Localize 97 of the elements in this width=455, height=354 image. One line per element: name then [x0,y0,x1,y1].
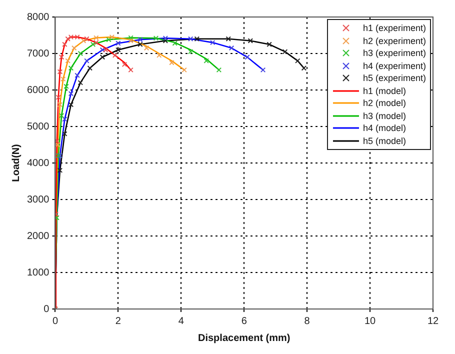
point [144,45,150,51]
point [57,168,63,173]
point [295,58,300,64]
y-tick-label: 3000 [26,194,50,206]
y-tick-label: 7000 [26,48,50,60]
y-axis-title: Load(N) [10,144,22,182]
point [172,40,178,46]
point [62,42,68,47]
point [162,38,168,44]
point [100,54,106,60]
point [138,42,143,47]
point [216,67,222,73]
legend-label: h1 (model) [362,84,406,97]
x-tick-label: 12 [427,316,439,327]
point [57,102,63,108]
legend-label: h3 (experiment) [362,47,426,60]
point [112,52,118,58]
point [282,49,288,54]
point [182,67,187,73]
x-tick-label: 10 [364,316,376,327]
point [64,84,69,89]
legend-label: h4 (model) [362,122,406,134]
point [228,45,234,51]
point [55,142,60,148]
point [58,112,64,118]
point [68,102,74,108]
point [74,72,80,78]
point [128,38,134,44]
point [138,37,143,42]
point [68,91,74,96]
point [68,34,74,40]
point [74,34,80,40]
y-tick-label: 4000 [26,158,50,169]
y-tick-label: 8000 [26,12,50,23]
point [60,76,66,82]
point [116,47,121,52]
y-tick-label: 5000 [26,121,50,132]
y-tick-label: 2000 [26,230,50,242]
point [244,54,250,60]
legend-label: h1 (experiment) [362,22,426,34]
point [188,49,194,54]
point [169,60,174,66]
x-tick-label: 4 [178,316,184,327]
point [78,50,84,56]
x-axis-title: Displacement (mm) [198,332,290,344]
point [260,67,266,73]
point [72,45,77,51]
legend-label: h5 (model) [362,134,406,147]
y-tick-label: 1000 [26,267,50,278]
point [100,47,106,52]
point [210,40,216,46]
point [188,36,194,42]
point [266,42,272,47]
x-tick-label: 2 [115,316,122,327]
point [94,35,99,40]
x-tick-label: 6 [241,316,248,327]
x-tick-label: 0 [52,316,58,327]
point [90,42,96,47]
point [78,80,84,86]
point [226,36,232,42]
point [62,131,68,136]
point [162,36,168,41]
point [80,38,86,44]
y-tick-label: 0 [44,304,50,315]
point [248,38,254,44]
legend-label: h5 (experiment) [362,72,426,84]
point [58,54,64,60]
point [68,65,74,71]
legend-label: h4 (experiment) [362,60,426,72]
point [57,69,63,74]
point [56,94,62,100]
point [122,62,128,68]
point [62,116,68,122]
point [128,67,134,73]
legend-label: h3 (model) [362,110,406,122]
point [84,36,90,42]
point [55,215,60,220]
x-tick-label: 8 [304,316,310,327]
point [301,65,307,71]
point [102,47,108,52]
point [65,58,70,64]
legend-label: h2 (experiment) [362,34,426,47]
point [84,58,90,64]
point [128,35,134,40]
point [156,52,162,58]
point [87,65,92,71]
y-tick-label: 6000 [26,84,50,96]
point [94,40,99,46]
point [106,37,112,42]
point [194,36,200,42]
point [55,138,60,144]
point [153,36,159,41]
legend-label: h2 (model) [362,97,406,110]
point [204,58,209,64]
point [65,36,70,42]
point [109,34,115,40]
point [116,40,121,46]
